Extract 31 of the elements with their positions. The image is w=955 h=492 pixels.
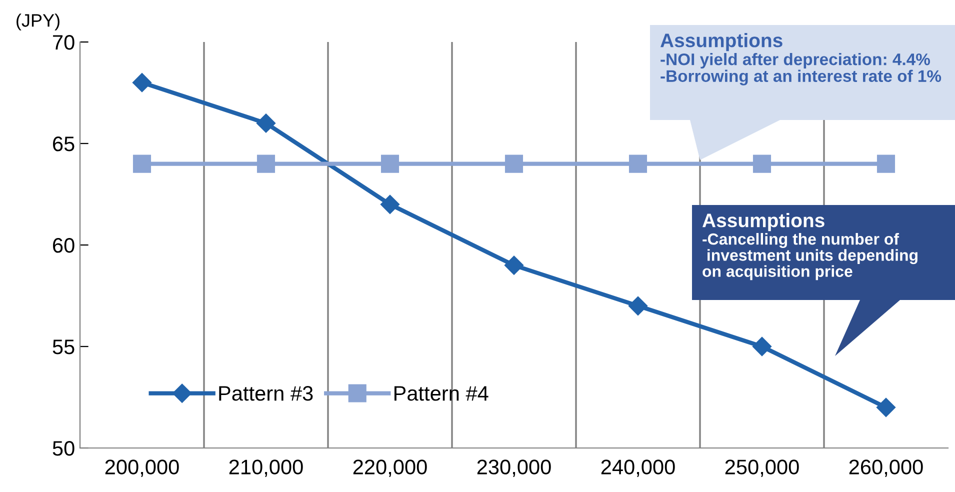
- y-tick-label: 55: [52, 340, 74, 354]
- y-tick-label: 65: [53, 136, 74, 152]
- y-tick-label: 70: [53, 35, 74, 50]
- x-tick-label: 200,000: [105, 460, 179, 477]
- point: [256, 114, 276, 133]
- point: [504, 256, 524, 275]
- point: [380, 194, 400, 214]
- y-tick-label: 50: [52, 441, 74, 456]
- point: [504, 154, 524, 173]
- point: [876, 398, 896, 417]
- point: [876, 154, 896, 173]
- x-tick-label: 210,000: [229, 460, 303, 477]
- point: [380, 154, 400, 173]
- point: [628, 296, 648, 316]
- point: [628, 154, 648, 173]
- point: [132, 154, 152, 173]
- legend-label: Pattern #3: [219, 386, 313, 401]
- x-tick-label: 240,000: [601, 460, 675, 477]
- x-tick-label: 230,000: [477, 460, 551, 477]
- legend-label: Pattern #4: [394, 386, 488, 401]
- point: [752, 154, 772, 173]
- annotation: Assumptions -NOI yield after depreciation: 4.4% -Borrowing at an interest rate of 1%: [660, 33, 942, 86]
- x-tick-label: 220,000: [353, 460, 427, 477]
- point: [752, 336, 772, 356]
- y-axis-title: (JPY): [16, 14, 60, 30]
- x-tick-label: 250,000: [725, 460, 799, 477]
- point: [256, 154, 276, 173]
- y-tick-label: 60: [53, 238, 74, 253]
- annotation: Assumptions -Cancelling the number of investment units depending on acquisition price: [702, 213, 918, 280]
- point: [132, 73, 152, 92]
- x-tick-label: 260,000: [849, 460, 923, 477]
